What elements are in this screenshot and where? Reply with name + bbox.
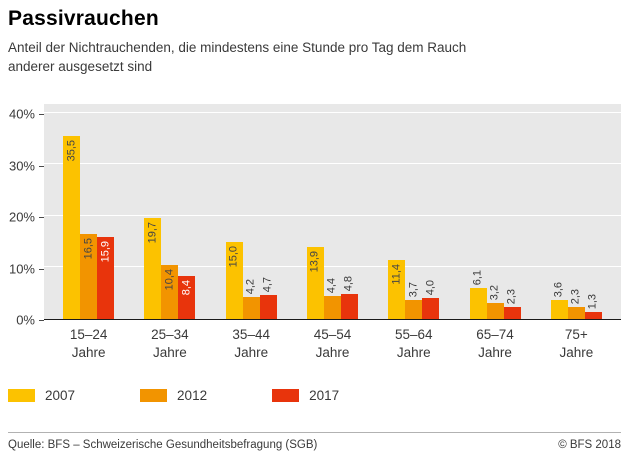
gridline-20	[44, 215, 621, 216]
bar-2007-45–54-Jahre: 13,9	[306, 247, 324, 319]
footer: Quelle: BFS – Schweizerische Gesundheits…	[8, 432, 621, 451]
chart-subtitle: Anteil der Nichtrauchenden, die mindeste…	[8, 38, 621, 76]
y-tick-mark	[39, 114, 44, 115]
bar-2017-75+-Jahre: 1,3	[584, 294, 602, 319]
bar-value-label: 3,2	[488, 284, 501, 300]
x-axis-labels: 15–24 Jahre 25–34 Jahre 35–44 Jahre 45–54 Jahre…	[44, 326, 621, 362]
bar-value-label: 35,5	[65, 140, 78, 162]
bar-value-label: 6,1	[471, 269, 484, 285]
x-tick-label-7: 75+ Jahre	[559, 327, 594, 360]
bar-2012-75+-Jahre: 2,3	[567, 289, 585, 319]
x-tick-label-1: 15–24 Jahre	[69, 327, 108, 360]
bar-2007-55–64-Jahre: 11,4	[388, 260, 406, 319]
bar-value-label: 4,4	[325, 277, 338, 293]
bar-value-label: 10,4	[163, 269, 176, 291]
y-tick-label-10: 10%	[8, 261, 35, 277]
y-tick-mark	[39, 269, 44, 270]
legend-item-2017: 2017	[272, 388, 339, 403]
legend-swatch-2012	[140, 389, 168, 402]
bar-groups: 35,5 16,5 15,9 19,7 10,4 8,4 15,0 4,2 4,7 13,9 4,4…	[44, 104, 621, 319]
bar-2012-65–74-Jahre: 3,2	[486, 285, 504, 319]
bar-2017-25–34-Jahre: 8,4	[178, 276, 196, 319]
bar-value-label: 3,6	[552, 281, 565, 297]
bar-2007-75+-Jahre: 3,6	[550, 282, 568, 319]
bar-value-label: 11,4	[390, 264, 403, 285]
bar-2017-55–64-Jahre: 4,0	[422, 280, 440, 319]
bar-value-label: 19,7	[146, 222, 159, 244]
bar-2007-65–74-Jahre: 6,1	[469, 270, 487, 319]
legend: 2007 2012 2017	[8, 388, 621, 403]
bar-2017-45–54-Jahre: 4,8	[340, 276, 358, 319]
legend-item-2007: 2007	[8, 388, 75, 403]
y-tick-label-0: 0%	[16, 312, 35, 328]
bar-2012-45–54-Jahre: 4,4	[323, 278, 341, 319]
source-note: Quelle: BFS – Schweizerische Gesundheits…	[8, 439, 318, 451]
legend-label-2012: 2012	[177, 388, 208, 403]
bar-value-label: 4,2	[244, 278, 257, 294]
plot-area: 35,5 16,5 15,9 19,7 10,4 8,4 15,0 4,2 4,7 13,9 4,4…	[44, 104, 621, 320]
gridline-10	[44, 266, 621, 267]
bar-2017-15–24-Jahre: 15,9	[97, 237, 115, 319]
x-tick-label-2: 25–34 Jahre	[151, 327, 189, 360]
bar-value-label: 4,8	[342, 275, 355, 291]
bar-2007-35–44-Jahre: 15,0	[225, 242, 243, 319]
y-tick-label-20: 20%	[8, 209, 35, 225]
bar-2017-35–44-Jahre: 4,7	[259, 277, 277, 319]
x-tick-label-5: 55–64 Jahre	[394, 327, 433, 360]
bar-2007-25–34-Jahre: 19,7	[144, 218, 162, 319]
y-tick-label-40: 40%	[8, 106, 35, 122]
bar-chart: 0% 10% 20% 30% 40% 35,5 16,5 15,9 19,7 10,4 8,4 15…	[8, 104, 621, 362]
bar-group-2: 19,7 10,4 8,4	[144, 218, 196, 319]
bar-2012-15–24-Jahre: 16,5	[80, 234, 98, 319]
bar-group-3: 15,0 4,2 4,7	[225, 242, 277, 319]
x-tick-label-6: 65–74 Jahre	[476, 327, 514, 360]
bar-group-4: 13,9 4,4 4,8	[306, 247, 358, 319]
bar-value-label: 2,3	[505, 288, 518, 304]
legend-swatch-2007	[8, 389, 35, 402]
y-axis: 0% 10% 20% 30% 40%	[8, 104, 44, 328]
x-tick-label-4: 45–54 Jahre	[313, 327, 352, 360]
bar-2012-35–44-Jahre: 4,2	[242, 279, 260, 319]
y-tick-label-30: 30%	[8, 158, 35, 174]
chart-subtitle-line1: Anteil der Nichtrauchenden, die mindeste…	[8, 40, 467, 55]
bar-group-5: 11,4 3,7 4,0	[388, 260, 440, 319]
bar-value-label: 4,0	[424, 279, 437, 295]
y-tick-mark	[39, 217, 44, 218]
gridline-40	[44, 112, 621, 113]
bar-value-label: 15,0	[227, 246, 240, 268]
chart-title: Passivrauchen	[8, 7, 159, 30]
bar-group-7: 3,6 2,3 1,3	[550, 282, 602, 319]
legend-item-2012: 2012	[140, 388, 207, 403]
bar-2007-15–24-Jahre: 35,5	[63, 136, 81, 319]
bar-2012-25–34-Jahre: 10,4	[161, 265, 179, 319]
y-tick-mark	[39, 320, 44, 321]
copyright-note: © BFS 2018	[558, 439, 621, 451]
bar-value-label: 8,4	[180, 280, 193, 296]
y-tick-mark	[39, 166, 44, 167]
bar-value-label: 15,9	[99, 241, 112, 263]
bar-value-label: 3,7	[407, 281, 420, 297]
bar-2017-65–74-Jahre: 2,3	[503, 289, 521, 319]
bar-value-label: 1,3	[586, 293, 599, 309]
bar-group-1: 35,5 16,5 15,9	[63, 136, 115, 319]
gridline-30	[44, 163, 621, 164]
bar-value-label: 16,5	[82, 238, 95, 260]
bar-group-6: 6,1 3,2 2,3	[469, 270, 521, 319]
legend-label-2007: 2007	[45, 388, 76, 403]
legend-swatch-2017	[272, 389, 300, 402]
chart-subtitle-line2: anderer ausgesetzt sind	[8, 59, 153, 74]
bar-2012-55–64-Jahre: 3,7	[405, 282, 423, 319]
plot-column: 35,5 16,5 15,9 19,7 10,4 8,4 15,0 4,2 4,7 13,9 4,4…	[44, 104, 621, 362]
bar-value-label: 13,9	[308, 251, 321, 273]
bar-value-label: 2,3	[569, 288, 582, 304]
x-tick-label-3: 35–44 Jahre	[232, 327, 270, 360]
bar-value-label: 4,7	[261, 276, 274, 292]
legend-label-2017: 2017	[309, 388, 340, 403]
